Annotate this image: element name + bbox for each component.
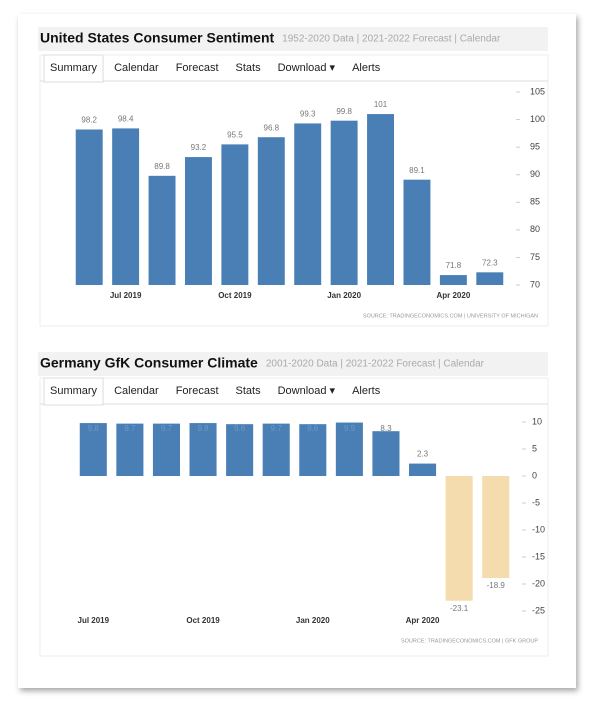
value-label: 2.3: [417, 450, 429, 459]
x-tick-label: Jan 2020: [296, 616, 330, 625]
tab-selected: [43, 377, 104, 406]
source: SOURCE: TRADINGECONOMICS.COM | UNIVERSIT…: [363, 313, 538, 319]
bar: [184, 157, 212, 285]
y-tick-label: 95: [530, 142, 540, 152]
y-tick-label: 90: [530, 169, 540, 179]
value-label: 101: [374, 100, 388, 109]
value-label: 9.7: [271, 424, 283, 433]
chart-subtitle: 1952-2020 Data | 2021-2022 Forecast | Ca…: [282, 34, 501, 45]
x-tick-label: Apr 2020: [436, 291, 470, 300]
tab[interactable]: Stats: [236, 385, 262, 397]
tab[interactable]: Forecast: [176, 385, 219, 397]
y-tick-label: -15: [532, 551, 545, 561]
tab-selected: [43, 54, 104, 83]
tab[interactable]: Download ▾: [278, 62, 336, 74]
y-tick-label: 5: [532, 443, 537, 453]
x-tick-label: Jul 2019: [78, 616, 110, 625]
value-label: 72.3: [482, 258, 498, 267]
bar: [262, 423, 290, 476]
value-label: 93.2: [191, 143, 207, 152]
value-label: 89.8: [154, 162, 170, 171]
value-label: 9.7: [124, 424, 136, 433]
chart-subtitle: 2001-2020 Data | 2021-2022 Forecast | Ca…: [266, 359, 485, 370]
tab[interactable]: Summary: [50, 385, 98, 397]
bar: [148, 175, 176, 285]
value-label: 98.2: [81, 116, 97, 125]
value-label: 99.3: [300, 110, 316, 119]
value-label: 99.8: [336, 107, 352, 116]
tab[interactable]: Summary: [50, 62, 98, 74]
value-label: 71.8: [446, 261, 462, 270]
bar: [79, 423, 107, 476]
value-label: 9.6: [307, 424, 319, 433]
tab[interactable]: Alerts: [352, 62, 381, 74]
x-tick-label: Apr 2020: [406, 616, 440, 625]
panel: [39, 54, 549, 327]
bar: [445, 476, 473, 601]
y-tick-label: 0: [532, 470, 537, 480]
bar: [189, 423, 217, 476]
y-tick-label: 100: [530, 114, 545, 124]
bar: [299, 424, 327, 476]
header-bar: [38, 352, 548, 376]
tab[interactable]: Calendar: [114, 385, 159, 397]
value-label: -23.1: [450, 604, 469, 613]
value-label: 96.8: [264, 123, 280, 132]
tab[interactable]: Forecast: [176, 62, 219, 74]
bar: [152, 423, 180, 476]
x-tick-label: Oct 2019: [186, 616, 220, 625]
value-label: 95.5: [227, 130, 243, 139]
y-tick-label: 75: [530, 252, 540, 262]
bar: [409, 463, 437, 476]
value-label: 89.1: [409, 166, 425, 175]
y-tick-label: 10: [532, 416, 542, 426]
bar: [226, 424, 254, 476]
y-tick-label: -10: [532, 524, 545, 534]
bar: [335, 422, 363, 476]
value-label: 9.8: [88, 424, 100, 433]
source: SOURCE: TRADINGECONOMICS.COM | GFK GROUP: [401, 638, 538, 644]
value-label: 9.6: [234, 424, 246, 433]
value-label: 9.9: [344, 424, 356, 433]
tab[interactable]: Alerts: [352, 385, 381, 397]
y-tick-label: -25: [532, 605, 545, 615]
x-tick-label: Oct 2019: [218, 291, 252, 300]
tab[interactable]: Download ▾: [278, 385, 336, 397]
bar: [330, 120, 358, 285]
value-label: 98.4: [118, 115, 134, 124]
bar: [221, 144, 249, 285]
bar: [116, 423, 144, 476]
bar: [439, 275, 467, 285]
value-label: -18.9: [487, 581, 506, 590]
chart-title: Germany GfK Consumer Climate: [40, 355, 258, 371]
x-tick-label: Jan 2020: [327, 291, 361, 300]
tab[interactable]: Calendar: [114, 62, 159, 74]
chart-title: United States Consumer Sentiment: [40, 30, 274, 46]
y-tick-label: 105: [530, 86, 545, 96]
y-tick-label: 80: [530, 224, 540, 234]
y-tick-label: 85: [530, 197, 540, 207]
bar: [112, 128, 140, 285]
bar: [372, 431, 400, 476]
bar: [367, 114, 395, 285]
value-label: 9.8: [197, 424, 209, 433]
bar: [257, 137, 285, 285]
value-label: 9.7: [161, 424, 173, 433]
value-label: 8.3: [380, 424, 392, 433]
header-bar: [38, 27, 548, 51]
tab[interactable]: Stats: [236, 62, 262, 74]
bar: [294, 123, 322, 285]
bar: [75, 129, 103, 285]
panel: [39, 377, 549, 657]
y-tick-label: 70: [530, 279, 540, 289]
bar: [482, 476, 510, 579]
x-tick-label: Jul 2019: [110, 291, 142, 300]
y-tick-label: -20: [532, 578, 545, 588]
y-tick-label: -5: [532, 497, 540, 507]
bar: [476, 272, 504, 285]
bar: [403, 179, 431, 285]
